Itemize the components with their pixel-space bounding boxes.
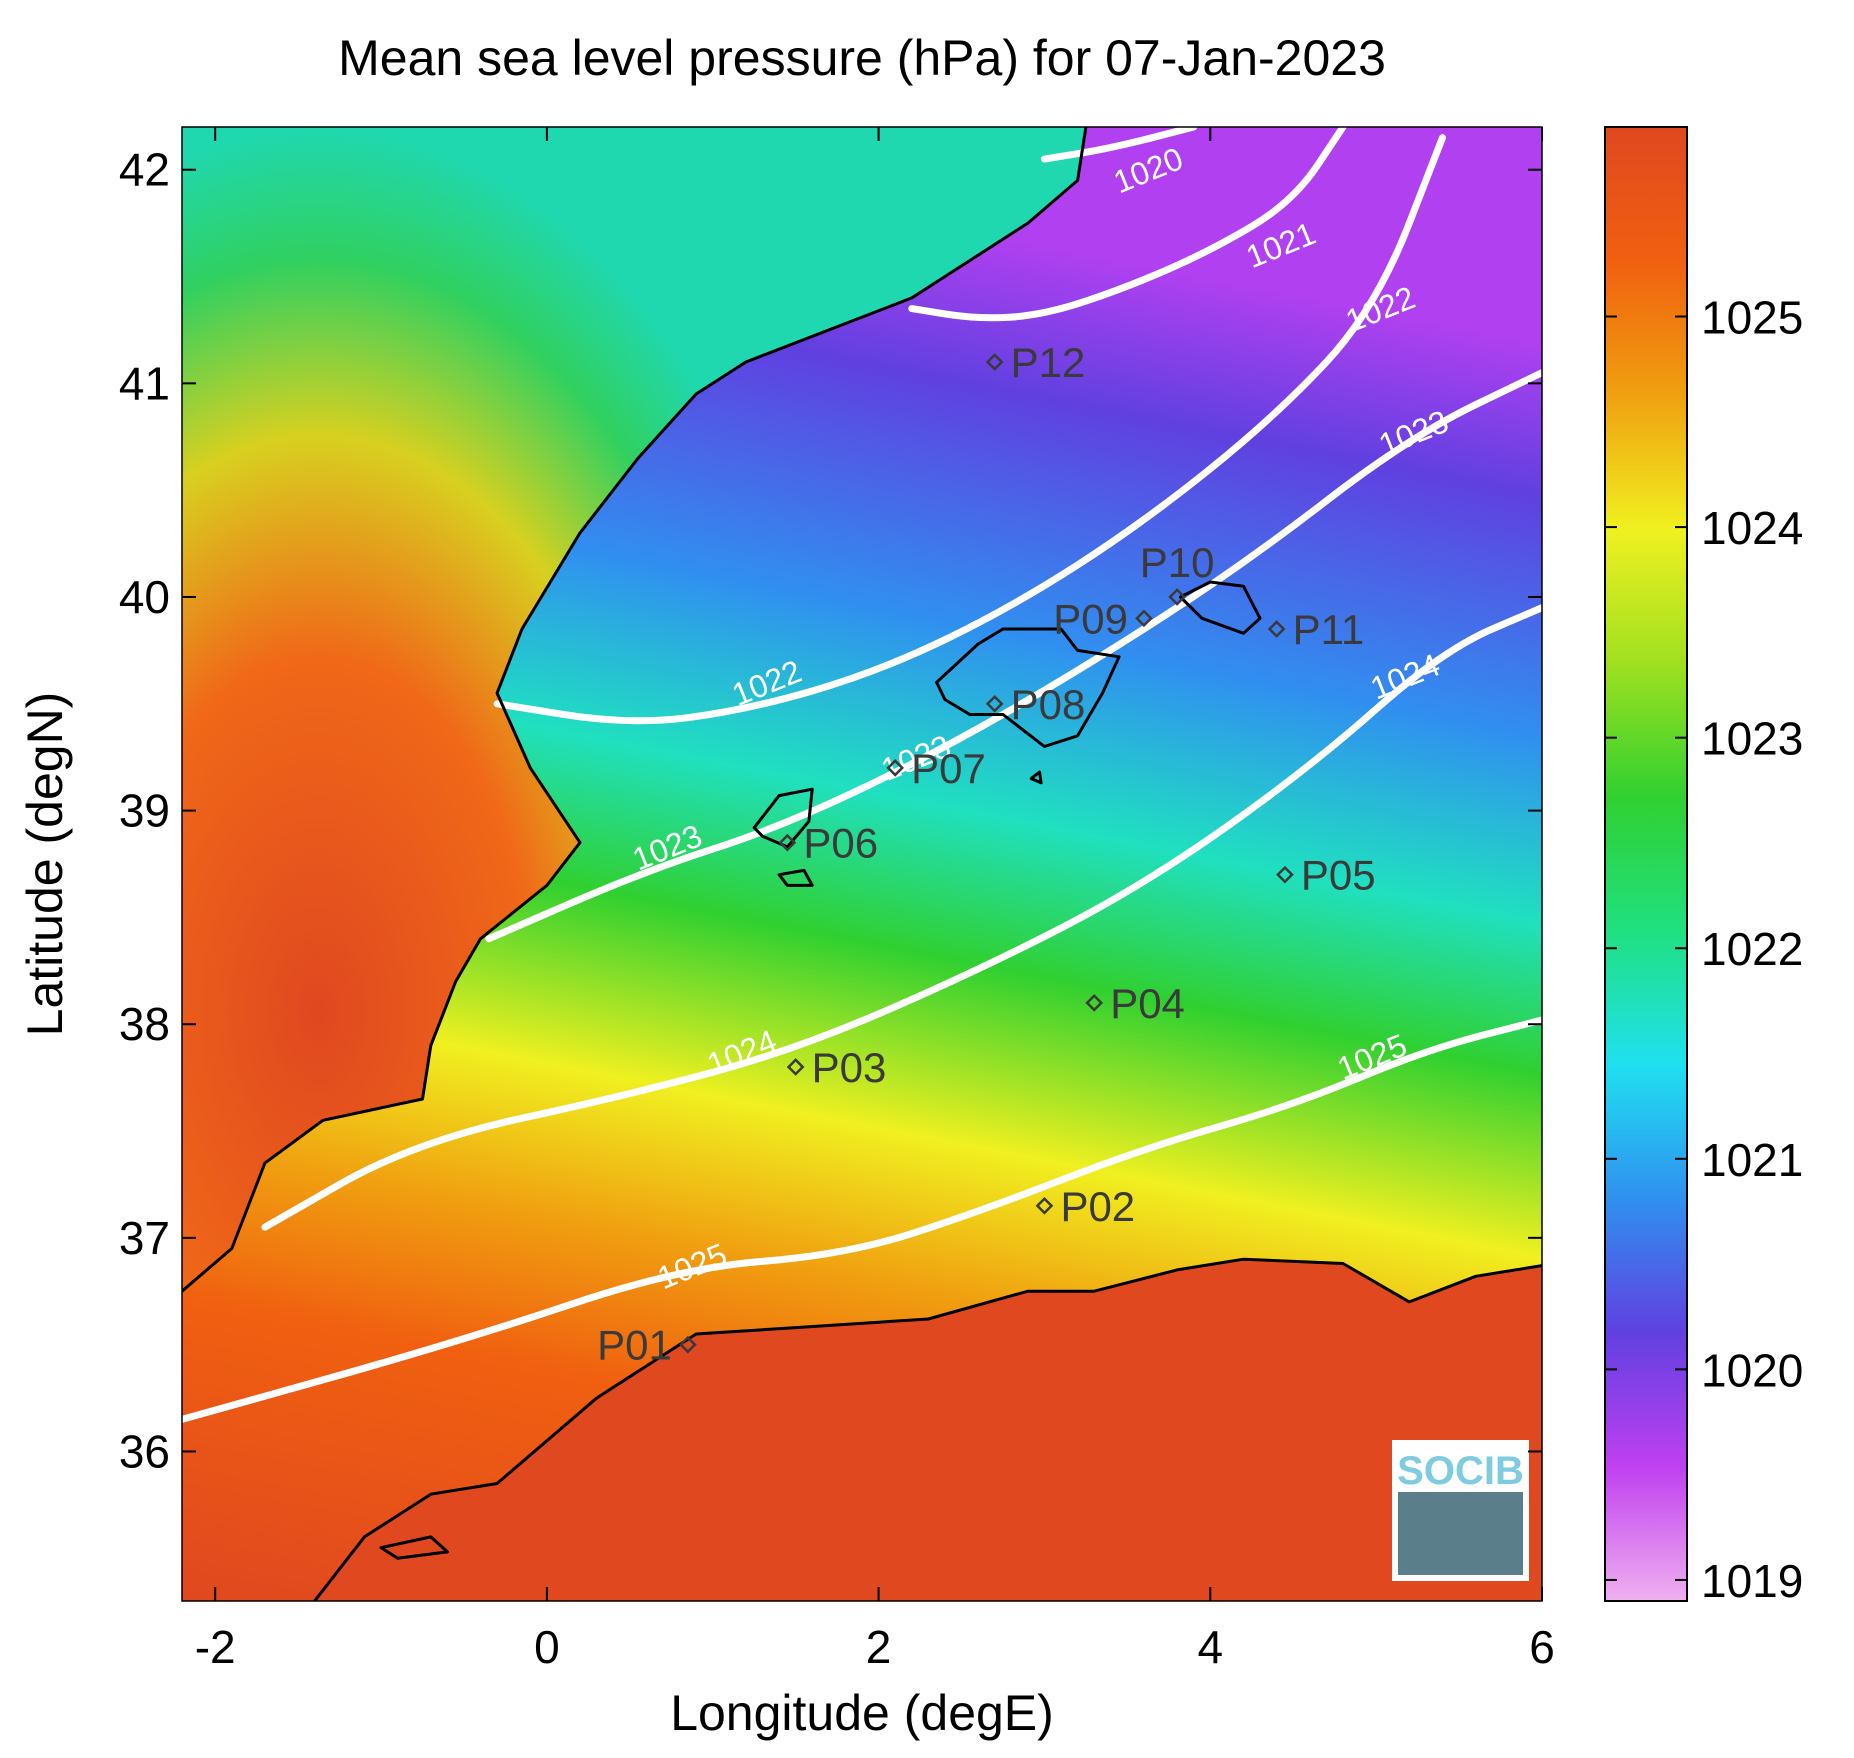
station-label-p10: P10 bbox=[1140, 539, 1215, 586]
iberian-land-mass bbox=[182, 127, 1086, 1601]
y-tick-label: 41 bbox=[119, 357, 170, 409]
station-marker-p08 bbox=[985, 694, 1004, 713]
socib-logo: SOCIB bbox=[1392, 1440, 1529, 1581]
colorbar-tick-label: 1022 bbox=[1701, 923, 1803, 975]
isobar-contours bbox=[182, 127, 1542, 1423]
x-tick-label: -2 bbox=[195, 1621, 236, 1673]
colorbar-tick-label: 1025 bbox=[1701, 292, 1803, 344]
plot-area: 1020102110221022102310231023102410241025… bbox=[182, 127, 1542, 1601]
station-label-p12: P12 bbox=[1011, 339, 1086, 386]
station-label-p05: P05 bbox=[1301, 852, 1376, 899]
station-label-p08: P08 bbox=[1011, 681, 1086, 728]
x-tick-label: 2 bbox=[866, 1621, 892, 1673]
station-marker-p05 bbox=[1276, 865, 1294, 884]
station-label-p07: P07 bbox=[911, 745, 986, 792]
y-tick-label: 39 bbox=[119, 785, 170, 837]
station-marker-p04 bbox=[1085, 994, 1104, 1012]
coastline-cabrera bbox=[1029, 770, 1043, 785]
y-axis-label: Latitude (degN) bbox=[17, 692, 73, 1037]
station-label-p09: P09 bbox=[1053, 595, 1128, 642]
coastline-mallorca bbox=[935, 627, 1121, 748]
colorbar-tick-label: 1020 bbox=[1701, 1344, 1803, 1396]
colorbar-tick-label: 1021 bbox=[1701, 1134, 1803, 1186]
coastline-iberia bbox=[182, 127, 1088, 1293]
station-marker-p09 bbox=[1135, 609, 1153, 628]
y-axis: 36 37 38 39 40 41 42 bbox=[119, 144, 1542, 1477]
x-tick-label: 4 bbox=[1197, 1621, 1223, 1673]
colorbar-scale bbox=[1604, 126, 1688, 1602]
logo-wave-image bbox=[1398, 1492, 1523, 1575]
chart-title: Mean sea level pressure (hPa) for 07-Jan… bbox=[338, 30, 1386, 86]
station-label-p04: P04 bbox=[1110, 980, 1185, 1027]
station-marker-p06 bbox=[778, 833, 797, 852]
station-label-p02: P02 bbox=[1060, 1183, 1135, 1230]
colorbar-ticks: 1019 1020 1021 1022 1023 1024 1025 bbox=[1605, 292, 1803, 1607]
station-label-p03: P03 bbox=[812, 1044, 887, 1091]
y-tick-label: 40 bbox=[119, 571, 170, 623]
plot-frame bbox=[181, 126, 1543, 1602]
station-marker-p02 bbox=[1035, 1196, 1054, 1215]
logo-text: SOCIB bbox=[1397, 1449, 1524, 1493]
colorbar: 1019 1020 1021 1022 1023 1024 1025 bbox=[1604, 126, 1803, 1607]
x-axis-label: Longitude (degE) bbox=[670, 1685, 1054, 1741]
african-land-mass bbox=[182, 1259, 1542, 1601]
y-tick-label: 42 bbox=[119, 144, 170, 196]
isobar-1022 bbox=[493, 134, 1446, 725]
station-marker-p11 bbox=[1267, 620, 1286, 638]
stations: P01 P02 P03 P04 P05 P06 P07 P08 P09 P10 P11 P12 bbox=[597, 339, 1376, 1369]
coastline-formentera bbox=[777, 868, 814, 887]
colorbar-tick-label: 1019 bbox=[1701, 1555, 1803, 1607]
y-tick-label: 36 bbox=[119, 1425, 170, 1477]
coastline-ibiza bbox=[752, 787, 814, 849]
station-label-p01: P01 bbox=[597, 1322, 672, 1369]
coastline-africa bbox=[312, 1257, 1542, 1601]
station-marker-p10 bbox=[1168, 588, 1186, 606]
isobar-1024 bbox=[261, 604, 1542, 1231]
station-marker-p01 bbox=[679, 1335, 697, 1354]
station-label-p06: P06 bbox=[803, 820, 878, 867]
coastlines bbox=[182, 127, 1542, 1601]
colorbar-tick-label: 1023 bbox=[1701, 713, 1803, 765]
coastline-menorca bbox=[1178, 580, 1262, 635]
y-tick-label: 38 bbox=[119, 998, 170, 1050]
colorbar-tick-label: 1024 bbox=[1701, 502, 1803, 554]
isobar-1020 bbox=[1040, 127, 1198, 163]
station-label-p11: P11 bbox=[1293, 606, 1365, 653]
station-marker-p07 bbox=[886, 759, 905, 777]
station-marker-p03 bbox=[786, 1058, 805, 1076]
isobar-1023 bbox=[485, 369, 1542, 943]
station-marker-p12 bbox=[985, 353, 1004, 371]
x-tick-label: 0 bbox=[534, 1621, 560, 1673]
x-axis: -2 0 2 4 6 bbox=[195, 127, 1555, 1673]
coastline-alboran bbox=[379, 1535, 449, 1560]
isobar-1025 bbox=[182, 1016, 1542, 1423]
x-tick-label: 6 bbox=[1529, 1621, 1555, 1673]
y-tick-label: 37 bbox=[119, 1212, 170, 1264]
isobar-1021 bbox=[908, 127, 1347, 322]
